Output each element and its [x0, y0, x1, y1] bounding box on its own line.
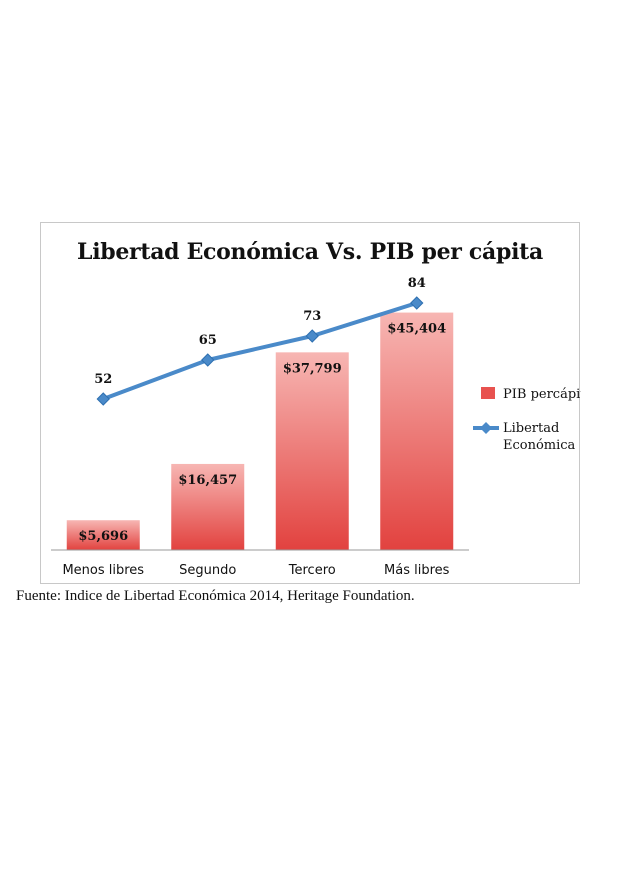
bar-value-label: $37,799 — [283, 361, 342, 376]
bar-2 — [171, 463, 245, 550]
legend-swatch-marker — [480, 422, 492, 434]
x-tick-label: Segundo — [179, 563, 236, 578]
source-note: Fuente: Indice de Libertad Económica 201… — [16, 588, 415, 604]
chart-title: Libertad Económica Vs. PIB per cápita — [77, 239, 543, 265]
bar-value-label: $45,404 — [387, 322, 446, 337]
bar-1 — [66, 520, 140, 550]
line-series-libertad — [102, 301, 418, 401]
chart-frame: Libertad Económica Vs. PIB per cápita $5… — [40, 222, 581, 584]
x-tick-label: Tercero — [288, 563, 336, 578]
legend-swatch-bar — [481, 387, 495, 399]
legend-label-libertad: Libertad Económica — [503, 421, 576, 453]
bar-3 — [275, 352, 349, 550]
bar-value-label: $16,457 — [178, 473, 237, 488]
line-value-label: 52 — [94, 372, 112, 387]
bar-4 — [380, 312, 454, 550]
line-value-label: 84 — [408, 276, 426, 291]
x-tick-label: Menos libres — [62, 563, 144, 578]
line-value-label: 65 — [199, 333, 217, 348]
x-tick-label: Más libres — [384, 563, 450, 578]
line-value-label: 73 — [303, 309, 321, 324]
line-point-2 — [201, 353, 215, 367]
line-point-1 — [96, 392, 110, 406]
chart-plot: $5,696 Menos libres $16,457 Segundo $37,799 T… — [51, 276, 581, 578]
line-point-3 — [305, 329, 319, 343]
bar-value-label: $5,696 — [78, 529, 128, 544]
line-point-4 — [410, 296, 424, 310]
